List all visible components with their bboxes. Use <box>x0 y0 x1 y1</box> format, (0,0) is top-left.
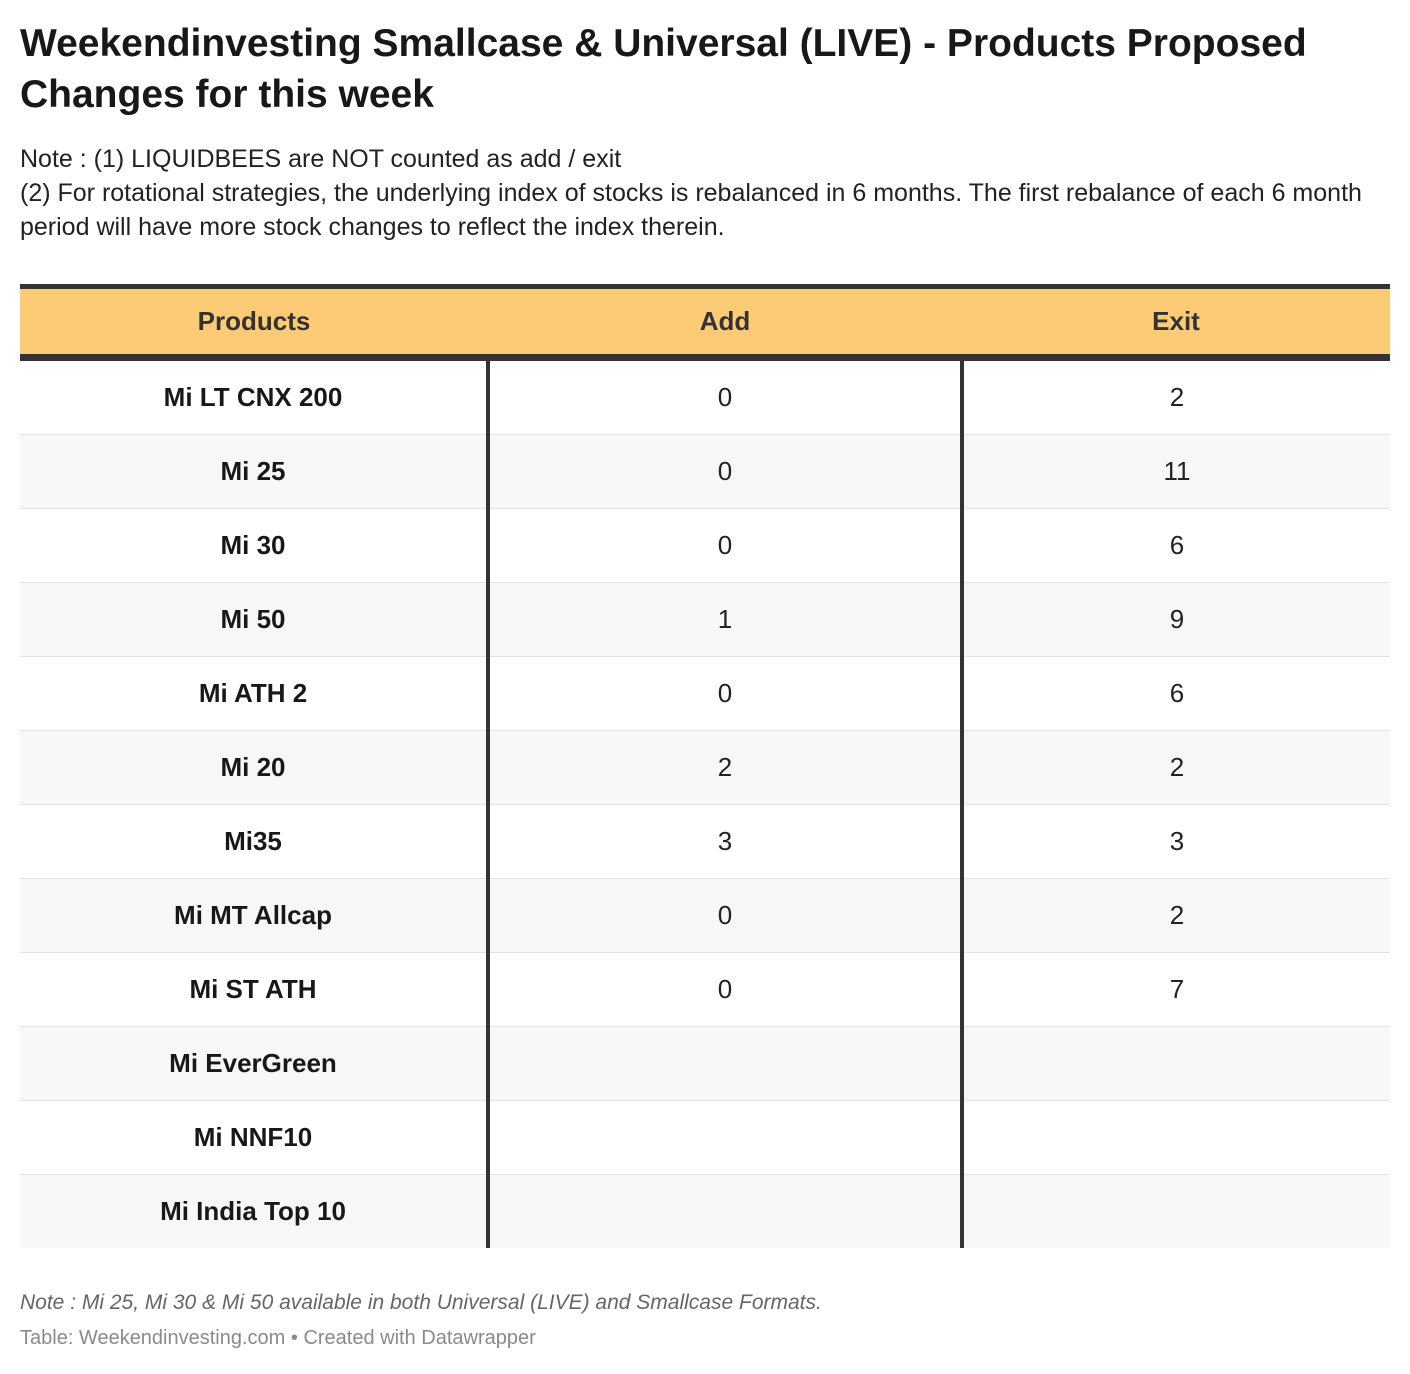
table-row: Mi India Top 10 <box>20 1174 1390 1248</box>
exit-cell: 11 <box>960 434 1390 509</box>
column-header-products[interactable]: Products <box>20 284 488 361</box>
product-cell: Mi35 <box>20 804 488 879</box>
header-row: Products Add Exit <box>20 284 1390 361</box>
product-cell: Mi EverGreen <box>20 1026 488 1101</box>
table-row: Mi NNF10 <box>20 1100 1390 1175</box>
exit-cell <box>960 1174 1390 1248</box>
product-cell: Mi NNF10 <box>20 1100 488 1175</box>
exit-cell: 6 <box>960 508 1390 583</box>
add-cell <box>486 1100 962 1175</box>
add-cell: 0 <box>486 878 962 953</box>
exit-cell <box>960 1026 1390 1101</box>
exit-cell: 6 <box>960 656 1390 731</box>
product-cell: Mi ST ATH <box>20 952 488 1027</box>
products-table: Products Add Exit Mi LT CNX 200 0 2 Mi 25 0 1… <box>20 284 1390 1248</box>
product-cell: Mi 30 <box>20 508 488 583</box>
table-row: Mi 50 1 9 <box>20 582 1390 657</box>
exit-cell: 9 <box>960 582 1390 657</box>
exit-cell: 7 <box>960 952 1390 1027</box>
product-cell: Mi MT Allcap <box>20 878 488 953</box>
add-cell: 0 <box>486 508 962 583</box>
add-cell: 1 <box>486 582 962 657</box>
note-line-1: Note : (1) LIQUIDBEES are NOT counted as… <box>20 145 622 173</box>
exit-cell: 2 <box>960 878 1390 953</box>
add-cell: 0 <box>486 952 962 1027</box>
product-cell: Mi ATH 2 <box>20 656 488 731</box>
note-line-2: (2) For rotational strategies, the under… <box>20 179 1362 241</box>
add-cell: 0 <box>486 656 962 731</box>
add-cell: 0 <box>486 434 962 509</box>
table-body: Mi LT CNX 200 0 2 Mi 25 0 11 Mi 30 0 6 Mi 50 1 9 Mi … <box>20 357 1390 1248</box>
add-cell: 0 <box>486 357 962 435</box>
table-row: Mi MT Allcap 0 2 <box>20 878 1390 953</box>
source-credit: Table: Weekendinvesting.com • Created wi… <box>20 1327 536 1349</box>
table-row: Mi 25 0 11 <box>20 434 1390 509</box>
exit-cell: 2 <box>960 730 1390 805</box>
table-row: Mi LT CNX 200 0 2 <box>20 357 1390 435</box>
add-cell: 2 <box>486 730 962 805</box>
table-row: Mi35 3 3 <box>20 804 1390 879</box>
table-row: Mi ST ATH 0 7 <box>20 952 1390 1027</box>
table-header: Products Add Exit <box>20 284 1390 361</box>
product-cell: Mi LT CNX 200 <box>20 357 488 435</box>
add-cell: 3 <box>486 804 962 879</box>
product-cell: Mi 50 <box>20 582 488 657</box>
table-row: Mi 30 0 6 <box>20 508 1390 583</box>
table-row: Mi EverGreen <box>20 1026 1390 1101</box>
chart-note: Note : (1) LIQUIDBEES are NOT counted as… <box>20 142 1390 244</box>
column-header-add[interactable]: Add <box>488 284 962 361</box>
column-header-exit[interactable]: Exit <box>962 284 1390 361</box>
product-cell: Mi India Top 10 <box>20 1174 488 1248</box>
exit-cell: 2 <box>960 357 1390 435</box>
footnote: Note : Mi 25, Mi 30 & Mi 50 available in… <box>20 1291 822 1314</box>
table-row: Mi 20 2 2 <box>20 730 1390 805</box>
chart-title: Weekendinvesting Smallcase & Universal (… <box>20 22 1307 116</box>
product-cell: Mi 25 <box>20 434 488 509</box>
add-cell <box>486 1026 962 1101</box>
chart-container: Weekendinvesting Smallcase & Universal (… <box>20 18 1390 1352</box>
exit-cell <box>960 1100 1390 1175</box>
add-cell <box>486 1174 962 1248</box>
exit-cell: 3 <box>960 804 1390 879</box>
product-cell: Mi 20 <box>20 730 488 805</box>
